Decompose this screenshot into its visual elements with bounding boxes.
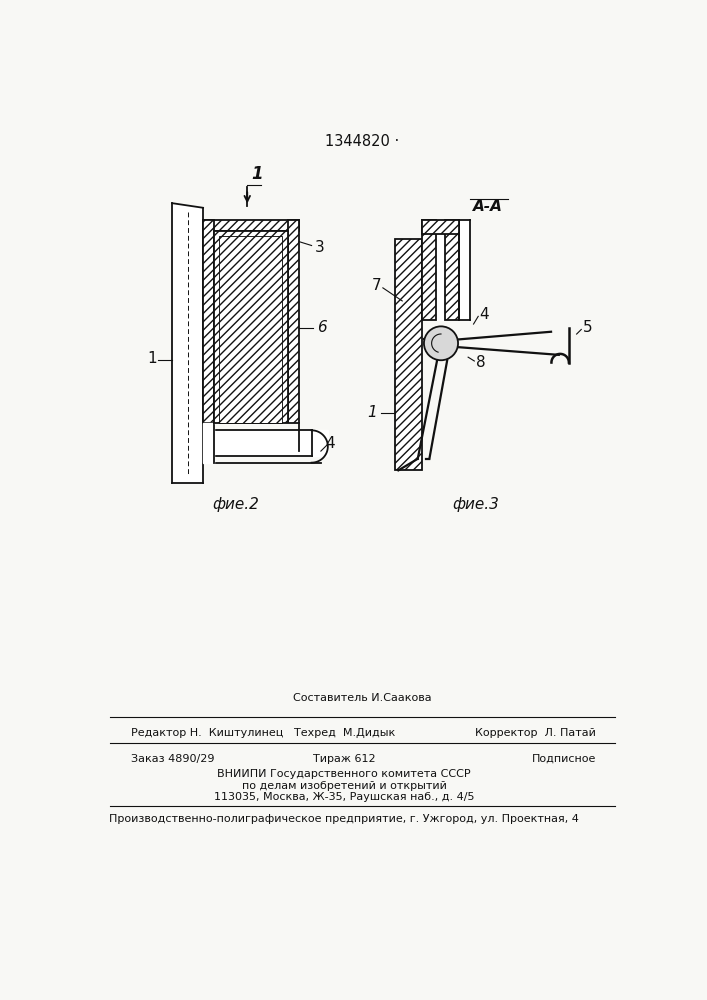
Text: 5: 5 (583, 320, 592, 335)
Polygon shape (203, 423, 214, 463)
Text: Корректор  Л. Патай: Корректор Л. Патай (475, 728, 596, 738)
Text: Редактор Н.  Киштулинец: Редактор Н. Киштулинец (131, 728, 284, 738)
Text: 3: 3 (315, 240, 325, 255)
Text: фие.2: фие.2 (212, 497, 259, 512)
Bar (220, 237, 282, 423)
Text: фие.3: фие.3 (452, 497, 499, 512)
Bar (203, 220, 299, 231)
Polygon shape (459, 220, 470, 320)
Polygon shape (172, 203, 203, 483)
Text: Подписное: Подписное (532, 754, 596, 764)
Circle shape (424, 326, 458, 360)
Text: A-A: A-A (472, 199, 503, 214)
Text: 7: 7 (372, 278, 381, 293)
Text: ВНИИПИ Государственного комитета СССР: ВНИИПИ Государственного комитета СССР (217, 769, 471, 779)
Text: 113035, Москва, Ж-35, Раушская наб., д. 4/5: 113035, Москва, Ж-35, Раушская наб., д. … (214, 792, 474, 802)
Text: 1: 1 (147, 351, 157, 366)
Text: 8: 8 (476, 355, 486, 370)
Polygon shape (436, 234, 445, 320)
Text: 4: 4 (325, 436, 334, 451)
Bar (214, 231, 288, 423)
Bar (288, 220, 299, 423)
Bar (445, 220, 459, 320)
Bar (220, 237, 282, 423)
Text: 6: 6 (317, 320, 327, 335)
Text: 1: 1 (368, 405, 378, 420)
Text: 1344820 ·: 1344820 · (325, 134, 399, 149)
Text: 1: 1 (251, 165, 263, 183)
Polygon shape (214, 430, 328, 456)
Bar (421, 220, 459, 234)
Text: 4: 4 (479, 307, 489, 322)
Text: по делам изобретений и открытий: по делам изобретений и открытий (242, 781, 447, 791)
Text: Производственно-полиграфическое предприятие, г. Ужгород, ул. Проектная, 4: Производственно-полиграфическое предприя… (109, 814, 579, 824)
Text: Техред  М.Дидык: Техред М.Дидык (293, 728, 395, 738)
Text: Тираж 612: Тираж 612 (312, 754, 375, 764)
Bar (421, 220, 436, 320)
Bar (395, 239, 421, 470)
Bar (203, 220, 214, 423)
Text: Заказ 4890/29: Заказ 4890/29 (131, 754, 214, 764)
Text: Составитель И.Саакова: Составитель И.Саакова (293, 693, 431, 703)
